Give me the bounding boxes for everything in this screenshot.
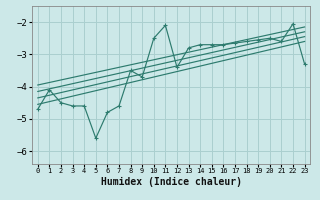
X-axis label: Humidex (Indice chaleur): Humidex (Indice chaleur) xyxy=(101,177,242,187)
